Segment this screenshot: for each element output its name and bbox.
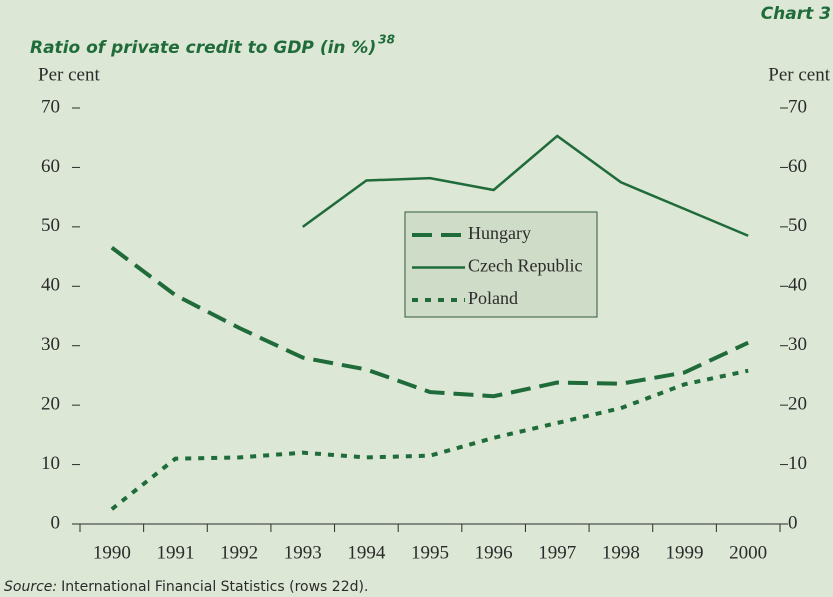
source-label: Source: International Financial Statistic… — [4, 579, 368, 595]
x-tick-label: 1996 — [475, 542, 513, 563]
x-tick-label: 1995 — [411, 542, 449, 563]
y2-tick-label: 70 — [788, 96, 807, 117]
x-tick-label: 1999 — [666, 542, 704, 563]
x-tick-label: 2000 — [729, 542, 767, 563]
y2-tick-label: 10 — [788, 453, 807, 474]
y2-tick-label: 20 — [788, 394, 807, 415]
legend-box — [404, 211, 598, 318]
y-tick-label: 60 — [41, 156, 60, 177]
y2-tick-label: 50 — [788, 215, 807, 236]
y-axis-label: Per cent — [38, 64, 100, 85]
x-tick-label: 1998 — [602, 542, 640, 563]
y-tick-label: 10 — [41, 453, 60, 474]
x-tick-label: 1990 — [93, 542, 131, 563]
y-tick-label: 0 — [51, 512, 61, 533]
chart-label: Chart 3 — [761, 4, 831, 24]
series-line — [110, 246, 750, 399]
y2-tick-label: 40 — [788, 275, 807, 296]
x-tick-label: 1992 — [220, 542, 258, 563]
source-text: International Financial Statistics (rows… — [61, 579, 368, 595]
title-footnote: 38 — [378, 33, 395, 47]
y-tick-label: 50 — [41, 215, 60, 236]
source-label-text: Source: — [4, 579, 57, 595]
y-tick-label: 70 — [41, 96, 60, 117]
y-tick-label: 40 — [41, 275, 60, 296]
x-tick-label: 1991 — [156, 542, 194, 563]
y2-tick-label: 0 — [788, 512, 798, 533]
x-tick-label: 1997 — [538, 542, 576, 563]
y2-tick-label: 30 — [788, 334, 807, 355]
x-tick-label: 1993 — [284, 542, 322, 563]
series-line — [301, 134, 749, 237]
chart-title: Ratio of private credit to GDP (in %) — [30, 38, 376, 58]
y2-tick-label: 60 — [788, 156, 807, 177]
x-tick-label: 1994 — [347, 542, 386, 563]
y-tick-label: 20 — [41, 394, 60, 415]
legend-label: Hungary — [468, 223, 531, 243]
y-tick-label: 30 — [41, 334, 60, 355]
legend-label: Czech Republic — [468, 256, 582, 276]
legend-label: Poland — [468, 288, 518, 308]
y2-axis-label: Per cent — [768, 64, 830, 85]
